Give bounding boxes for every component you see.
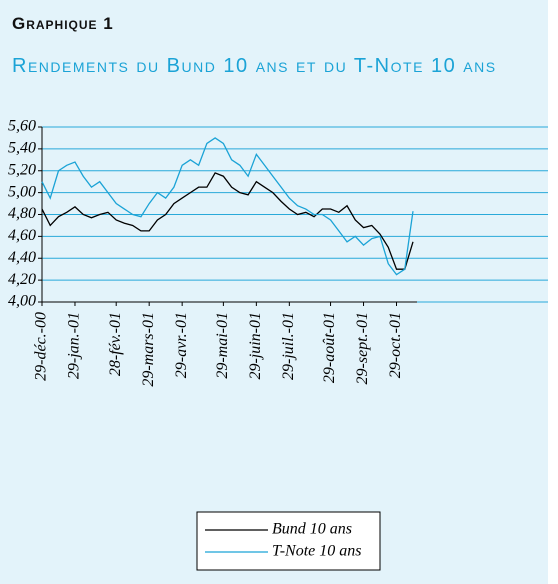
chart-title: Rendements du Bund 10 ans et du T-Note 1…: [12, 55, 497, 77]
y-tick-label: 5,60: [8, 118, 36, 135]
x-tick-label: 29-mars-01: [140, 312, 157, 387]
legend-box: [196, 511, 381, 571]
x-tick-label: 29-avr.-01: [173, 312, 190, 378]
x-tick-label: 29-oct.-01: [387, 312, 404, 378]
y-tick-label: 5,20: [8, 161, 36, 178]
y-tick-label: 4,60: [8, 227, 36, 244]
series-line: [41, 137, 414, 276]
y-tick-label: 4,20: [8, 271, 36, 288]
x-tick-label: 28-fév.-01: [107, 312, 124, 376]
legend-label: Bund 10 ans: [272, 521, 352, 538]
x-tick-label: 29-déc.-00: [33, 312, 50, 381]
y-tick-label: 4,00: [8, 293, 36, 310]
y-tick-label: 4,40: [8, 249, 36, 266]
y-tick-label: 4,80: [8, 205, 36, 222]
x-tick-label: 29-juil.-01: [280, 312, 297, 380]
y-tick-label: 5,40: [8, 140, 36, 157]
x-tick-label: 29-sept.-01: [354, 312, 371, 384]
x-tick-label: 29-mai-01: [214, 312, 231, 379]
x-tick-label: 29-jan.-01: [66, 312, 83, 379]
x-tick-label: 29-juin-01: [247, 312, 264, 380]
x-tick-label: 29-août-01: [321, 312, 338, 383]
figure-label: Graphique 1: [12, 14, 114, 33]
y-tick-label: 5,00: [8, 183, 36, 200]
legend-label: T-Note 10 ans: [272, 543, 361, 560]
series-line: [41, 172, 414, 270]
